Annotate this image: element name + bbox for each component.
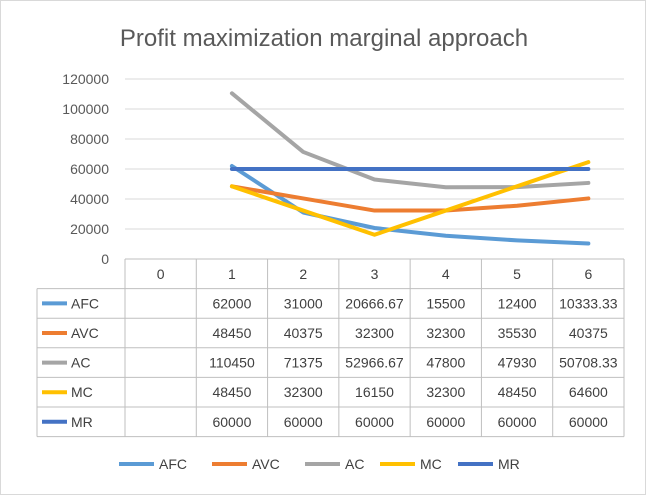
x-category-label: 5 [513, 266, 521, 282]
table-cell: 60000 [426, 414, 465, 430]
table-cell: 60000 [498, 414, 537, 430]
table-cell: 48450 [212, 384, 251, 400]
table-cell: 62000 [212, 295, 251, 311]
table-cell: 15500 [426, 295, 465, 311]
table-cell: 20666.67 [345, 295, 404, 311]
table-cell: 50708.33 [559, 355, 618, 371]
y-tick-label: 60000 [70, 161, 109, 177]
table-cell: 60000 [355, 414, 394, 430]
y-tick-label: 80000 [70, 131, 109, 147]
table-cell: 32300 [355, 325, 394, 341]
legend-label: MC [420, 456, 442, 472]
table-series-name: AC [71, 355, 90, 371]
data-table: 0 1 2 3 4 5 6 AFC 62000 31000 20666.67 15500 12400 10… [36, 258, 625, 438]
y-tick-label: 20000 [70, 221, 109, 237]
table-cell: 10333.33 [559, 295, 618, 311]
legend-label: AFC [159, 456, 187, 472]
legend-label: MR [498, 456, 520, 472]
x-category-label: 1 [228, 266, 236, 282]
table-series-name: AFC [71, 295, 99, 311]
x-category-label: 0 [157, 266, 165, 282]
y-axis-ticks: 0 20000 40000 60000 80000 100000 120000 [62, 71, 109, 267]
table-cell: 71375 [284, 355, 323, 371]
table-series-name: MC [71, 384, 93, 400]
x-category-label: 2 [299, 266, 307, 282]
table-cell: 32300 [284, 384, 323, 400]
series-line-avc [229, 184, 591, 213]
legend-label: AVC [252, 456, 280, 472]
table-cell: 40375 [284, 325, 323, 341]
table-series-name: MR [71, 414, 93, 430]
x-category-label: 3 [371, 266, 379, 282]
table-cell: 32300 [426, 384, 465, 400]
y-tick-label: 0 [101, 251, 109, 267]
gridlines [125, 78, 624, 230]
table-cell: 48450 [498, 384, 537, 400]
plot-area [229, 91, 591, 246]
table-cell: 31000 [284, 295, 323, 311]
table-cell: 32300 [426, 325, 465, 341]
y-tick-label: 100000 [62, 101, 109, 117]
x-category-label: 4 [442, 266, 450, 282]
table-series-name: AVC [71, 325, 99, 341]
table-cell: 60000 [212, 414, 251, 430]
legend-label: AC [345, 456, 364, 472]
table-cell: 47930 [498, 355, 537, 371]
table-cell: 60000 [569, 414, 608, 430]
y-tick-label: 120000 [62, 71, 109, 87]
table-cell: 110450 [209, 355, 255, 371]
table-cell: 48450 [212, 325, 251, 341]
series-line-ac [229, 91, 591, 190]
table-cell: 52966.67 [345, 355, 404, 371]
x-category-label: 6 [584, 266, 592, 282]
table-cell: 16150 [355, 384, 394, 400]
table-cell: 47800 [426, 355, 465, 371]
y-tick-label: 40000 [70, 191, 109, 207]
series-line-mc [229, 160, 591, 237]
table-cell: 40375 [569, 325, 608, 341]
table-cell: 64600 [569, 384, 608, 400]
table-cell: 60000 [284, 414, 323, 430]
table-cell: 35530 [498, 325, 537, 341]
chart-title: Profit maximization marginal approach [120, 25, 528, 52]
table-cell: 12400 [498, 295, 537, 311]
legend: AFC AVC AC MC MR [119, 456, 520, 472]
